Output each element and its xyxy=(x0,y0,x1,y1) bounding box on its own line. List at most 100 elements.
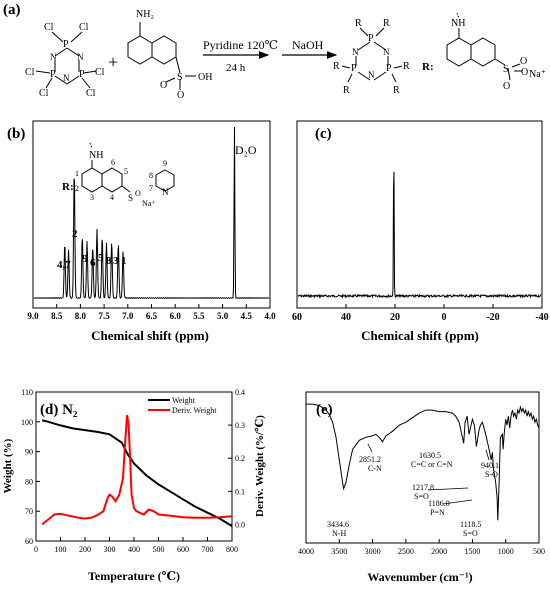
e-xtick-label: 3500 xyxy=(331,547,347,556)
ann-1217-bond: S=O xyxy=(414,492,429,501)
prod-n-bottom: N xyxy=(368,70,375,80)
hccp-p-right: P xyxy=(79,69,85,80)
b-xtick-label: 9.0 xyxy=(27,311,39,321)
d-ytick-right-label: 0.1 xyxy=(235,487,245,496)
d-ytick-left-label: 70 xyxy=(25,507,33,516)
b-peak-label-47: 4,7 xyxy=(57,259,71,271)
d-xtick-label: 200 xyxy=(79,545,91,554)
panel-d-legend: Weight Deriv. Weight xyxy=(148,396,217,415)
d-xtick-label: 500 xyxy=(153,545,165,554)
prod-p-left: P xyxy=(351,63,357,74)
plus-sign: + xyxy=(108,52,118,72)
hccp-n-bottom: N xyxy=(63,73,70,83)
b-struct-nh: NH xyxy=(89,150,103,161)
panel-b-xlabel: Chemical shift (ppm) xyxy=(91,328,209,343)
ann-1118-bond: S=O xyxy=(463,529,478,538)
deriv-weight-series-line xyxy=(41,415,233,526)
panel-e-frame xyxy=(305,391,540,544)
b-peak-label-3: 3 xyxy=(113,255,119,267)
d-ytick-right-label: 0.0 xyxy=(235,520,245,529)
prod-p-top: P xyxy=(368,33,374,44)
r-group-o-3: O xyxy=(521,67,528,78)
ann-1118-value: 1118.5 xyxy=(460,520,481,529)
panel-d-ticks: 0 100 200 300 400 500 600 700 800 60 70 80 90 100 110 0… xyxy=(21,388,245,554)
reactant-o-1: O xyxy=(160,80,167,91)
weight-series-line xyxy=(41,419,233,527)
ftir-spectrum-line xyxy=(306,403,540,521)
b-xtick-label: 7.5 xyxy=(98,311,110,321)
b-xtick-label: 4.0 xyxy=(264,311,276,321)
panel-b-xticks: 9.0 8.5 8.0 7.5 7.0 6.5 6.0 5.5 5.0 4.5 4.0 xyxy=(27,304,276,321)
panel-e-xticks: 4000 3500 3000 2500 2000 1500 1000 500 xyxy=(298,539,545,556)
ann-3434-bond: N-H xyxy=(332,529,346,538)
reaction-arrow: Pyridine 120℃ NaOH 24 h xyxy=(203,38,338,74)
b-peak-label-2: 2 xyxy=(72,228,78,240)
hccp-cl-6: Cl xyxy=(86,88,96,99)
b-struct-r-prefix: R: xyxy=(62,181,74,193)
b-struct-o: O xyxy=(135,189,141,198)
r-group-s: S xyxy=(503,64,509,75)
c-xtick-label: -40 xyxy=(535,312,548,323)
panel-a: (a) P N N P P N Cl Cl Cl Cl Cl Cl xyxy=(3,2,546,101)
prod-p-right: P xyxy=(386,63,392,74)
panel-b: (b) 9.0 8.5 8.0 7.5 7.0 6.5 6.0 5.5 5.0 4.5 4.0 D₂… xyxy=(7,120,276,343)
ann-940-bond: S-O xyxy=(485,470,498,479)
hccp-p-left: P xyxy=(50,69,56,80)
b-xtick-label: 7.0 xyxy=(122,311,134,321)
time-label: 24 h xyxy=(226,62,246,74)
amine-reactant-structure xyxy=(127,22,196,90)
ann-2851-value: 2851.2 xyxy=(359,455,381,464)
hccp-cl-2: Cl xyxy=(79,22,89,33)
panel-c-xlabel: Chemical shift (ppm) xyxy=(361,328,479,343)
panel-b-peak-labels: 4,7 2 9 6 5 8 3 1 xyxy=(57,228,127,271)
r-group-o-2: O xyxy=(503,81,510,92)
r-group-na: Na⁺ xyxy=(529,69,546,80)
hccp-cl-5: Cl xyxy=(95,67,105,78)
d-ytick-left-label: 60 xyxy=(25,537,33,546)
b-peak-label-5: 5 xyxy=(98,252,104,264)
r-group-structure: R: NH S O O O Na⁺ xyxy=(422,12,546,92)
panel-c: (c) 60 40 20 0 -20 -40 Chemical shift (ppm) xyxy=(292,120,549,343)
b-xtick-label: 8.0 xyxy=(75,311,87,321)
d-ytick-right-label: 0.2 xyxy=(235,454,245,463)
hccp-cl-4: Cl xyxy=(39,88,49,99)
d-ytick-left-label: 90 xyxy=(25,448,33,457)
reactant-o-2: O xyxy=(177,90,184,101)
b-peak-label-8: 8 xyxy=(106,255,112,267)
r-group-nh: NH xyxy=(451,18,465,29)
amine-reactant-labels: NH₂ S O O OH xyxy=(136,9,212,101)
ann-1217-value: 1217.8 xyxy=(412,483,434,492)
b-num-1: 1 xyxy=(75,169,79,178)
b-peak-label-9: 9 xyxy=(82,253,88,265)
hccp-cl-3: Cl xyxy=(25,67,35,78)
prod-r-6: R xyxy=(393,85,400,96)
d-ytick-right-label: 0.4 xyxy=(235,388,245,397)
hccp-structure: P N N P P N Cl Cl Cl Cl Cl Cl xyxy=(25,22,105,99)
e-xtick-label: 1500 xyxy=(464,547,480,556)
ann-1186-value: 1186.0 xyxy=(428,499,450,508)
e-xtick-label: 4000 xyxy=(298,547,314,556)
panel-c-frame xyxy=(296,120,543,309)
ann-1186-arrow xyxy=(442,499,473,505)
b-xtick-label: 8.5 xyxy=(51,311,63,321)
prod-n-right: N xyxy=(383,47,390,57)
b-xtick-label: 4.5 xyxy=(241,311,253,321)
ann-2851-arrow xyxy=(367,443,373,453)
b-num-4: 4 xyxy=(110,193,114,202)
ann-1630-value: 1630.5 xyxy=(419,451,441,460)
b-num-9: 9 xyxy=(163,159,167,168)
e-xtick-label: 2000 xyxy=(431,547,447,556)
b-xtick-label: 6.5 xyxy=(146,311,158,321)
b-num-3: 3 xyxy=(90,193,94,202)
e-xtick-label: 3000 xyxy=(365,547,381,556)
panel-e-xlabel: Wavenumber (cm⁻¹) xyxy=(367,570,472,584)
panel-b-d2o-label: D₂O xyxy=(235,143,257,157)
panel-c-label: (c) xyxy=(315,126,332,142)
e-xtick-label: 500 xyxy=(533,547,545,556)
prod-r-2: R xyxy=(383,18,390,29)
d-xtick-label: 400 xyxy=(128,545,140,554)
b-num-5: 5 xyxy=(124,167,128,176)
b-peak-label-1: 1 xyxy=(121,255,127,267)
b-num-2: 2 xyxy=(75,184,79,193)
prod-r-3: R xyxy=(333,61,340,72)
